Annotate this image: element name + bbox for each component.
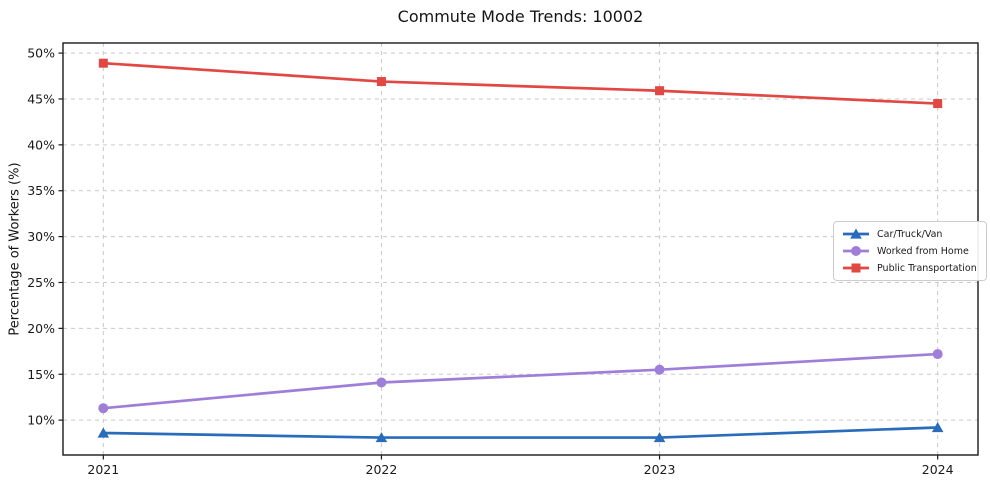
data-point-worked-from-home-2023 <box>654 364 665 375</box>
legend-label-worked-from-home: Worked from Home <box>877 245 969 257</box>
y-tick-label: 30% <box>27 229 55 244</box>
y-tick-label: 35% <box>27 183 55 198</box>
data-point-worked-from-home-2024 <box>932 349 943 360</box>
legend-item-worked-from-home: Worked from Home <box>842 244 977 258</box>
data-point-public-transportation-2023 <box>655 86 665 96</box>
series-line-public-transportation <box>101 61 940 105</box>
x-tick-label: 2021 <box>87 462 119 477</box>
data-point-car-truck-van-2021 <box>97 427 110 438</box>
data-point-car-truck-van-2024 <box>931 421 944 433</box>
x-tick-label: 2024 <box>922 462 954 477</box>
legend-label-public-transportation: Public Transportation <box>877 262 977 274</box>
legend-sample-marker-square <box>851 263 861 273</box>
y-tick-label: 45% <box>27 91 55 106</box>
car-truck-van-line-icon <box>843 228 869 239</box>
series-line-car-truck-van <box>101 426 940 439</box>
y-tick-label: 20% <box>27 321 55 336</box>
data-point-car-truck-van-2022 <box>375 432 388 443</box>
data-point-public-transportation-2021 <box>98 58 108 68</box>
chart-title: Commute Mode Trends: 10002 <box>397 7 644 26</box>
legend-item-public-transportation: Public Transportation <box>842 261 977 275</box>
public-transportation-line-icon <box>843 263 869 273</box>
legend-sample-marker-triangle <box>850 228 862 239</box>
x-tick-label: 2023 <box>644 462 676 477</box>
y-axis-label: Percentage of Workers (%) <box>7 162 23 336</box>
data-point-public-transportation-2024 <box>933 99 943 109</box>
series-line-worked-from-home <box>101 352 940 410</box>
legend-label-car-truck-van: Car/Truck/Van <box>877 228 943 240</box>
legend-sample-marker-circle <box>851 246 861 256</box>
y-tick-label: 25% <box>27 275 55 290</box>
data-point-car-truck-van-2023 <box>653 432 666 443</box>
legend: Car/Truck/Van Worked from Home Public Tr… <box>833 221 987 281</box>
y-tick-label: 15% <box>27 367 55 382</box>
x-tick-label: 2022 <box>366 462 398 477</box>
data-point-public-transportation-2022 <box>376 77 386 87</box>
worked-from-home-line-icon <box>843 246 869 256</box>
data-point-worked-from-home-2022 <box>376 377 387 388</box>
y-tick-label: 50% <box>27 46 55 61</box>
y-tick-label: 10% <box>27 413 55 428</box>
y-tick-label: 40% <box>27 137 55 152</box>
data-point-worked-from-home-2021 <box>98 403 109 414</box>
legend-item-car-truck-van: Car/Truck/Van <box>842 227 977 241</box>
